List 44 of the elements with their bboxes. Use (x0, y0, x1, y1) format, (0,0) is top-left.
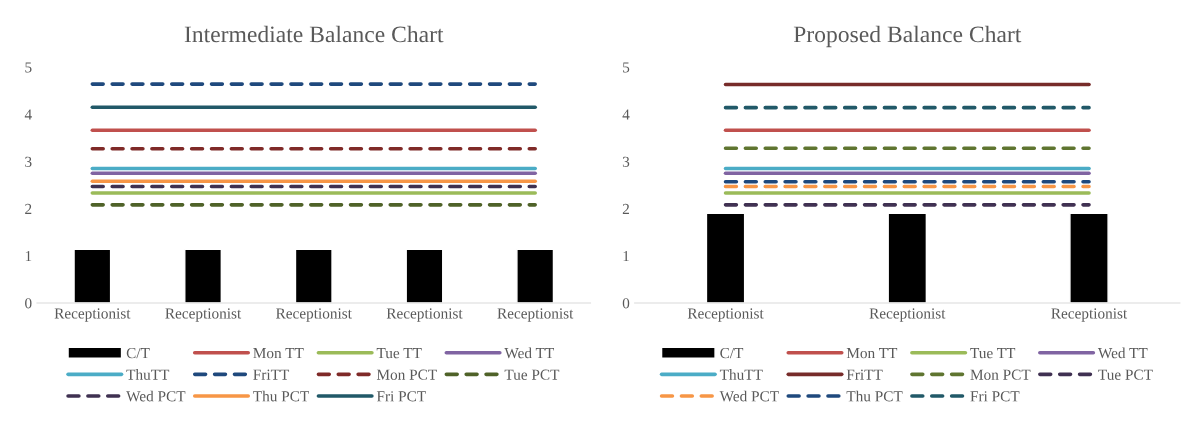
legend-label: ThuTT (126, 369, 170, 380)
legend-label: Tue TT (376, 348, 422, 359)
y-tick-label: 1 (623, 251, 629, 262)
legend-label: Thu PCT (253, 390, 309, 402)
y-tick-label: 1 (25, 251, 32, 262)
x-tick-label: Receptionist (54, 308, 131, 322)
y-tick-label: 4 (24, 109, 32, 120)
legend-label: Mon PCT (376, 369, 437, 380)
legend-label: Tue TT (970, 348, 1016, 359)
y-tick-label: 3 (25, 156, 32, 167)
legend-label: Tue PCT (504, 369, 560, 380)
y-tick-label: 5 (25, 62, 32, 73)
y-tick-label: 0 (622, 298, 630, 309)
legend-label: Mon TT (846, 348, 898, 359)
x-tick-label: Receptionist (276, 308, 352, 322)
legend-label: FriTT (846, 369, 883, 380)
x-tick-label: Receptionist (869, 308, 946, 322)
x-tick-label: Receptionist (1051, 308, 1128, 322)
y-tick-label: 5 (623, 62, 630, 73)
legend-label: Tue PCT (1098, 369, 1153, 380)
legend-label: C/T (720, 347, 744, 359)
y-tick-label: 3 (622, 156, 630, 167)
chart-title: Intermediate Balance Chart (184, 25, 444, 43)
x-tick-label: Receptionist (165, 308, 242, 322)
y-tick-label: 4 (622, 109, 630, 120)
legend-label: ThuTT (719, 369, 763, 380)
legend-label: Wed PCT (719, 390, 779, 402)
legend-label: FriTT (253, 369, 290, 380)
legend-label: Fri PCT (970, 391, 1020, 402)
x-tick-label: Receptionist (497, 308, 574, 322)
legend-label: Wed TT (1097, 347, 1148, 359)
legend-label: Wed PCT (126, 390, 186, 402)
y-tick-label: 0 (25, 298, 32, 309)
y-tick-label: 2 (622, 203, 629, 214)
legend-label: Thu PCT (846, 390, 903, 402)
legend-label: Fri PCT (376, 391, 426, 402)
legend-label: Wed TT (504, 347, 554, 359)
legend-label: Mon PCT (970, 369, 1031, 380)
legend-label: C/T (126, 347, 150, 359)
x-tick-label: Receptionist (386, 308, 463, 322)
y-tick-label: 2 (25, 203, 32, 214)
chart-title: Proposed Balance Chart (793, 25, 1022, 48)
legend-label: Mon TT (253, 348, 304, 359)
x-tick-label: Receptionist (687, 308, 764, 322)
